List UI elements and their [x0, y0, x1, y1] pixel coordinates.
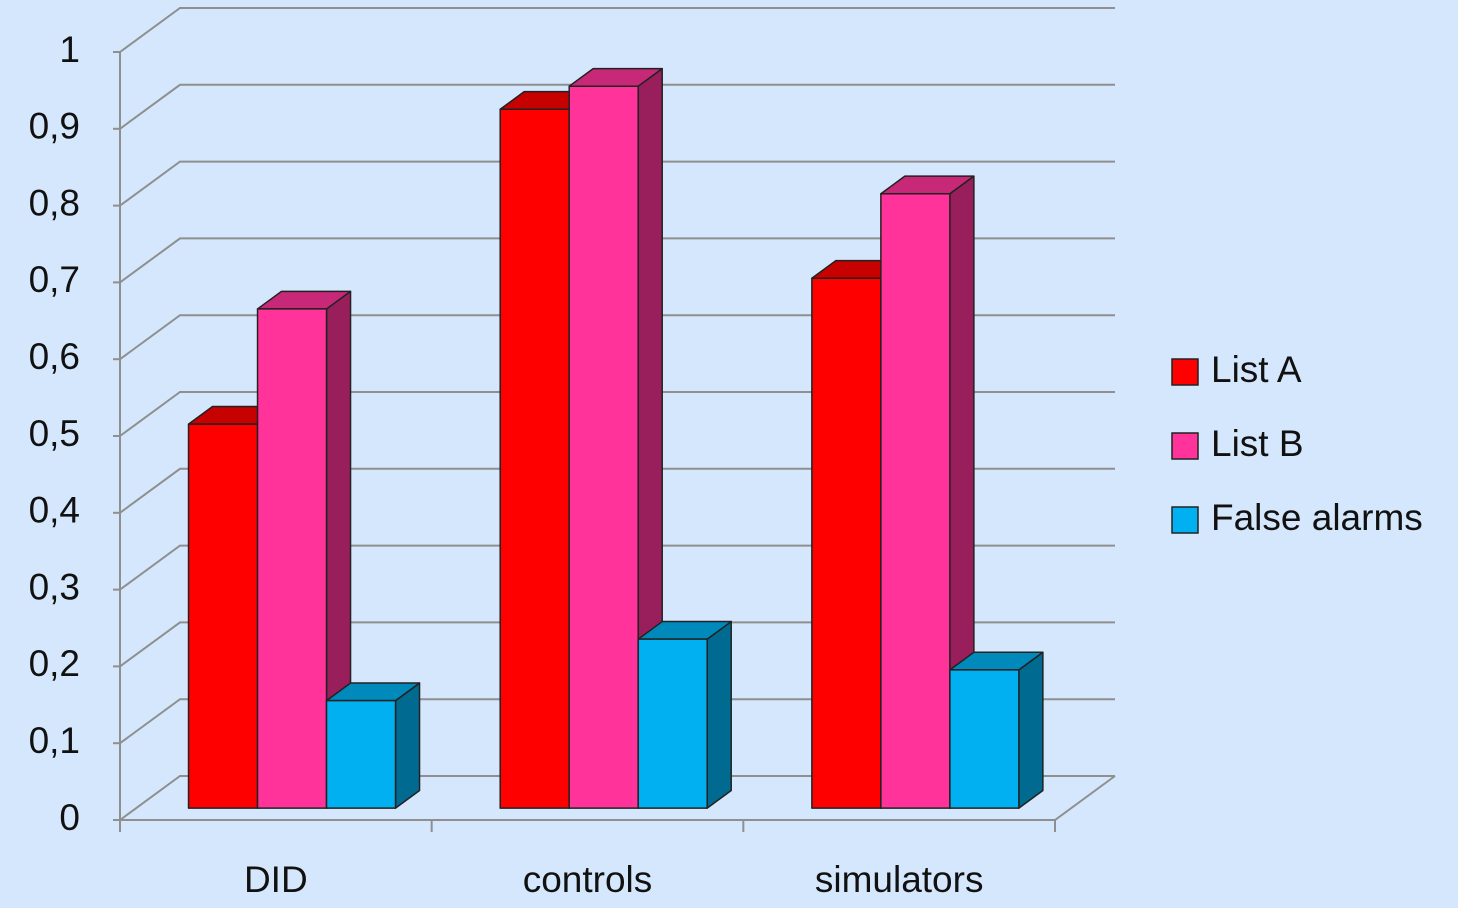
y-tick-label: 0,9: [29, 106, 80, 147]
bar-front: [637, 638, 708, 809]
bar: [949, 651, 1044, 809]
grid-line: [119, 391, 1115, 437]
legend-swatch: [1171, 506, 1199, 534]
bar: [880, 175, 975, 809]
bar-front: [568, 85, 639, 809]
x-tick-label: DID: [244, 859, 308, 900]
grid-line: [119, 7, 1115, 53]
bar: [256, 290, 352, 809]
y-tick-label: 0,3: [29, 566, 80, 607]
grid-line: [119, 83, 1115, 130]
y-tick-label: 0,8: [29, 182, 80, 223]
y-tick-label: 0,5: [29, 413, 80, 454]
legend-swatch: [1171, 358, 1199, 386]
grid-line: [119, 775, 1115, 821]
bar: [325, 682, 421, 809]
bar-side: [1018, 651, 1044, 809]
bar-front: [187, 423, 259, 809]
grid-line: [119, 621, 1115, 668]
legend-label: False alarms: [1211, 497, 1423, 538]
bar-front: [949, 669, 1020, 809]
bar-side: [706, 620, 732, 809]
grid-line: [119, 314, 1115, 361]
legend-label: List B: [1211, 423, 1304, 464]
bar-front: [325, 699, 397, 809]
x-tick-label: simulators: [815, 859, 984, 900]
bar: [568, 67, 663, 809]
bar: [637, 620, 732, 809]
y-tick-label: 0,7: [29, 259, 80, 300]
bar-front: [499, 108, 570, 809]
legend-label: List A: [1211, 349, 1302, 390]
y-tick-label: 0: [59, 797, 80, 838]
y-tick-label: 0,1: [29, 720, 80, 761]
grid-line: [119, 698, 1115, 745]
bar-front: [256, 308, 328, 809]
legend-swatch: [1171, 432, 1199, 460]
y-tick-label: 1: [59, 29, 80, 70]
grid-line: [119, 544, 1115, 591]
y-tick-label: 0,4: [29, 490, 80, 531]
bar-side: [394, 682, 421, 809]
grid-line: [119, 160, 1115, 207]
grid-line: [119, 237, 1115, 284]
y-tick-label: 0,2: [29, 643, 80, 684]
x-tick-label: controls: [523, 859, 653, 900]
bar-front: [811, 277, 882, 809]
grid-line: [119, 467, 1115, 514]
y-tick-label: 0,6: [29, 336, 80, 377]
bar-front: [880, 192, 951, 809]
